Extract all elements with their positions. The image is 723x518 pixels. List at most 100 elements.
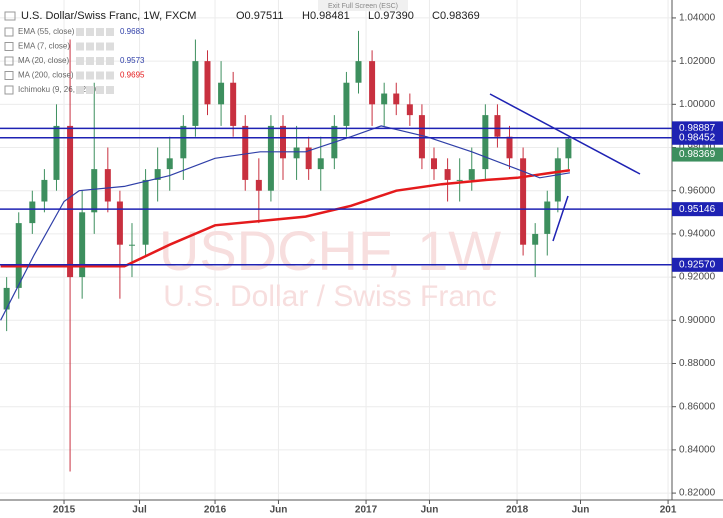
watermark-name: U.S. Dollar / Swiss Franc bbox=[163, 280, 496, 313]
candle-body bbox=[381, 93, 388, 105]
x-tick-label: Jun bbox=[421, 505, 439, 516]
legend-icon[interactable] bbox=[86, 42, 94, 51]
candle-body bbox=[418, 115, 425, 159]
legend-toggle[interactable] bbox=[4, 27, 14, 37]
level-label-box bbox=[672, 202, 723, 217]
legend-icon[interactable] bbox=[106, 42, 114, 51]
exit-button[interactable] bbox=[318, 0, 408, 11]
y-tick-label: 0.82000 bbox=[679, 488, 716, 499]
watermark: USDCHF, 1W U.S. Dollar / Swiss Franc bbox=[159, 219, 501, 313]
legend-icon[interactable] bbox=[106, 28, 114, 36]
legend-icon[interactable] bbox=[76, 57, 84, 65]
legend-value: 0.9683 bbox=[120, 27, 145, 36]
collapse-icon[interactable] bbox=[4, 11, 16, 21]
candle-body bbox=[79, 212, 86, 278]
candle-body bbox=[242, 125, 249, 180]
y-tick-label: 0.96000 bbox=[679, 185, 716, 196]
y-tick-label: 0.90000 bbox=[679, 315, 716, 326]
x-tick-label: 2017 bbox=[355, 505, 378, 516]
candle-body bbox=[317, 158, 324, 170]
legend-name: EMA (55, close) bbox=[18, 27, 75, 36]
legend-toggle[interactable] bbox=[4, 56, 14, 66]
trend-line bbox=[489, 93, 641, 175]
y-tick-label: 0.94000 bbox=[679, 229, 716, 240]
legend-icon[interactable] bbox=[76, 42, 84, 51]
candle-body bbox=[128, 244, 135, 246]
plot bbox=[0, 30, 672, 472]
candle-body bbox=[565, 138, 572, 159]
legend-toggle[interactable] bbox=[4, 42, 14, 51]
legend: U.S. Dollar/Swiss Franc, 1W, FXCM O0.975… bbox=[4, 10, 480, 95]
candle-body bbox=[104, 169, 111, 202]
legend-icon[interactable] bbox=[96, 57, 104, 65]
legend-icon[interactable] bbox=[96, 42, 104, 51]
legend-icon[interactable] bbox=[76, 28, 84, 36]
candle-body bbox=[554, 158, 561, 202]
candle-body bbox=[343, 82, 350, 126]
candle-body bbox=[520, 158, 527, 245]
candle-body bbox=[116, 201, 123, 245]
legend-name: MA (20, close) bbox=[18, 56, 69, 65]
legend-icon[interactable] bbox=[106, 57, 114, 65]
y-tick-label: 1.04000 bbox=[679, 13, 716, 24]
candle-body bbox=[279, 125, 286, 159]
candle-body bbox=[267, 125, 274, 191]
candle-body bbox=[3, 287, 10, 310]
last-price-box bbox=[672, 147, 723, 162]
legend-icon[interactable] bbox=[96, 86, 104, 94]
legend-toggle[interactable] bbox=[4, 85, 14, 95]
level-label: 0.98887 bbox=[679, 123, 716, 134]
legend-name: MA (200, close) bbox=[18, 71, 74, 80]
candle-body bbox=[41, 179, 48, 202]
trend-line bbox=[552, 195, 569, 242]
candle-body bbox=[494, 115, 501, 137]
x-tick-label: Jun bbox=[270, 505, 288, 516]
x-tick-label: Jul bbox=[132, 505, 147, 516]
x-tick-label: 201 bbox=[660, 505, 677, 516]
exit-button-label[interactable]: Exit Full Screen (ESC) bbox=[328, 3, 398, 10]
legend-name: EMA (7, close) bbox=[18, 42, 70, 51]
legend-icon[interactable] bbox=[96, 28, 104, 36]
legend-icon[interactable] bbox=[76, 86, 84, 94]
symbol-title: U.S. Dollar/Swiss Franc, 1W, FXCM bbox=[21, 10, 196, 22]
y-tick-label: 1.02000 bbox=[679, 56, 716, 67]
ohlc-low: L0.97390 bbox=[368, 10, 414, 22]
candle-body bbox=[468, 169, 475, 180]
x-tick-label: Jun bbox=[572, 505, 590, 516]
candle-body bbox=[53, 125, 60, 180]
legend-icon[interactable] bbox=[86, 71, 94, 80]
legend-icon[interactable] bbox=[86, 57, 94, 65]
x-tick-label: 2018 bbox=[506, 505, 529, 516]
candle-body bbox=[15, 223, 22, 288]
y-tick-label: 1.00000 bbox=[679, 99, 716, 110]
legend-icon[interactable] bbox=[106, 86, 114, 94]
legend-toggle[interactable] bbox=[4, 71, 14, 80]
x-tick-label: 2015 bbox=[53, 505, 76, 516]
legend-icon[interactable] bbox=[86, 86, 94, 94]
candle-body bbox=[166, 158, 173, 170]
legend-icon[interactable] bbox=[106, 71, 114, 80]
legend-value: 0.9695 bbox=[120, 71, 145, 80]
legend-icon[interactable] bbox=[76, 71, 84, 80]
candle-body bbox=[393, 93, 400, 105]
ohlc-close: C0.98369 bbox=[432, 10, 480, 22]
candle-body bbox=[293, 147, 300, 159]
legend-icon[interactable] bbox=[96, 71, 104, 80]
candle-body bbox=[91, 169, 98, 213]
indicator-line bbox=[0, 168, 571, 268]
candle-body bbox=[154, 169, 161, 180]
candle-body bbox=[506, 136, 513, 159]
legend-value: 0.9573 bbox=[120, 56, 145, 65]
candle-body bbox=[456, 179, 463, 181]
legend-icon[interactable] bbox=[86, 28, 94, 36]
candle-body bbox=[544, 201, 551, 234]
candle-body bbox=[192, 61, 199, 126]
candle-body bbox=[230, 82, 237, 126]
axes: 0.82000 0.84000 0.86000 0.88000 0.90000 0.920… bbox=[53, 13, 716, 516]
y-tick-label: 0.92000 bbox=[679, 272, 716, 283]
ohlc-high: H0.98481 bbox=[302, 10, 350, 22]
candle-body bbox=[369, 61, 376, 105]
ohlc-open: O0.97511 bbox=[236, 10, 284, 22]
grid bbox=[0, 0, 672, 500]
